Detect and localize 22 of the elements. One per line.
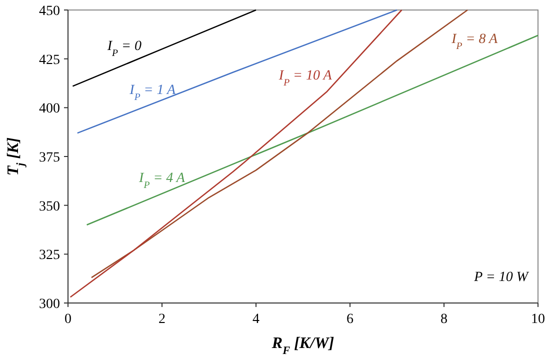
line-series <box>90 9 468 278</box>
series-label: I$_{P}$ = 8 A <box>450 32 498 52</box>
x-tick-label: 10 <box>531 312 545 327</box>
x-tick-label: 8 <box>440 312 448 327</box>
x-tick-label: 0 <box>64 312 72 327</box>
y-tick-label: 450 <box>39 4 60 19</box>
x-tick-label: 2 <box>158 312 166 327</box>
series-label: I$_{P}$ = 4 A <box>138 171 186 191</box>
series-label: I$_{P}$ = 0 <box>106 39 142 59</box>
y-tick-label: 300 <box>39 297 60 312</box>
line-series <box>70 9 402 298</box>
annotation: P = 10 W <box>473 270 530 285</box>
x-axis-title: R$_{F}$ [K/W] <box>270 335 334 356</box>
y-tick-label: 325 <box>39 248 60 264</box>
x-tick-label: 4 <box>252 312 260 327</box>
x-tick-label: 6 <box>346 312 354 327</box>
series-label: I$_{P}$ = 1 A <box>128 83 176 103</box>
y-tick-label: 425 <box>39 52 60 68</box>
series-label: I$_{P}$ = 10 A <box>278 68 332 88</box>
y-tick-label: 350 <box>39 199 60 214</box>
y-tick-label: 375 <box>39 150 60 166</box>
y-tick-label: 400 <box>39 102 60 117</box>
